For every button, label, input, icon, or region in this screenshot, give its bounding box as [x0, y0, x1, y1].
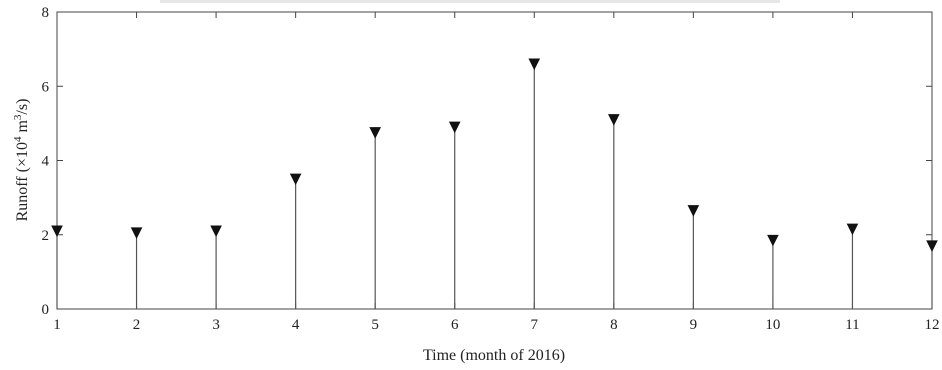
- stem-marker: [51, 225, 63, 238]
- stem-marker: [210, 225, 222, 238]
- x-tick-label: 7: [531, 317, 539, 333]
- x-tick-label: 5: [371, 317, 379, 333]
- plot-frame: [56, 11, 933, 310]
- y-tick-label: 2: [42, 228, 50, 244]
- x-tick-label: 2: [133, 317, 141, 333]
- stem-marker: [130, 227, 143, 240]
- x-tick-label: 4: [292, 317, 300, 333]
- x-tick-label: 11: [845, 317, 859, 333]
- stem-marker: [767, 234, 779, 247]
- stem-series: [51, 58, 938, 309]
- x-tick-label: 10: [765, 317, 780, 333]
- stem-marker: [926, 240, 938, 253]
- y-axis-label: Runoff (×104 m3/s): [12, 99, 31, 222]
- stem-marker: [687, 205, 700, 217]
- x-tick-label: 3: [212, 317, 220, 333]
- y-tick-label: 0: [42, 302, 50, 318]
- stem-marker: [448, 121, 461, 134]
- x-tick-label: 9: [690, 317, 698, 333]
- y-axis-label-exp2: 3: [12, 114, 24, 120]
- x-tick-label: 12: [925, 317, 940, 333]
- x-tick-label: 6: [451, 317, 459, 333]
- y-tick-label: 8: [42, 5, 50, 21]
- x-axis-ticks: 1 2 3 4 5 6 7 8 9 10 11 12: [53, 12, 940, 333]
- stem-marker: [846, 223, 859, 236]
- x-tick-label: 1: [53, 317, 61, 333]
- chart-title-remnant: [160, 0, 780, 3]
- y-axis-label-mid: m: [14, 120, 31, 137]
- stem-marker: [289, 173, 302, 186]
- stem-marker: [528, 58, 541, 71]
- y-axis-label-main: Runoff (×10: [14, 142, 31, 221]
- x-tick-label: 8: [610, 317, 618, 333]
- y-tick-label: 6: [42, 79, 50, 95]
- y-tick-label: 4: [42, 154, 50, 170]
- x-axis-label: Time (month of 2016): [423, 347, 565, 364]
- stem-marker: [608, 114, 620, 126]
- y-axis-label-end: /s): [14, 99, 31, 115]
- y-axis-ticks: 0 2 4 6 8: [42, 5, 932, 318]
- stem-marker: [369, 127, 381, 139]
- y-axis-label-exp1: 4: [12, 136, 24, 142]
